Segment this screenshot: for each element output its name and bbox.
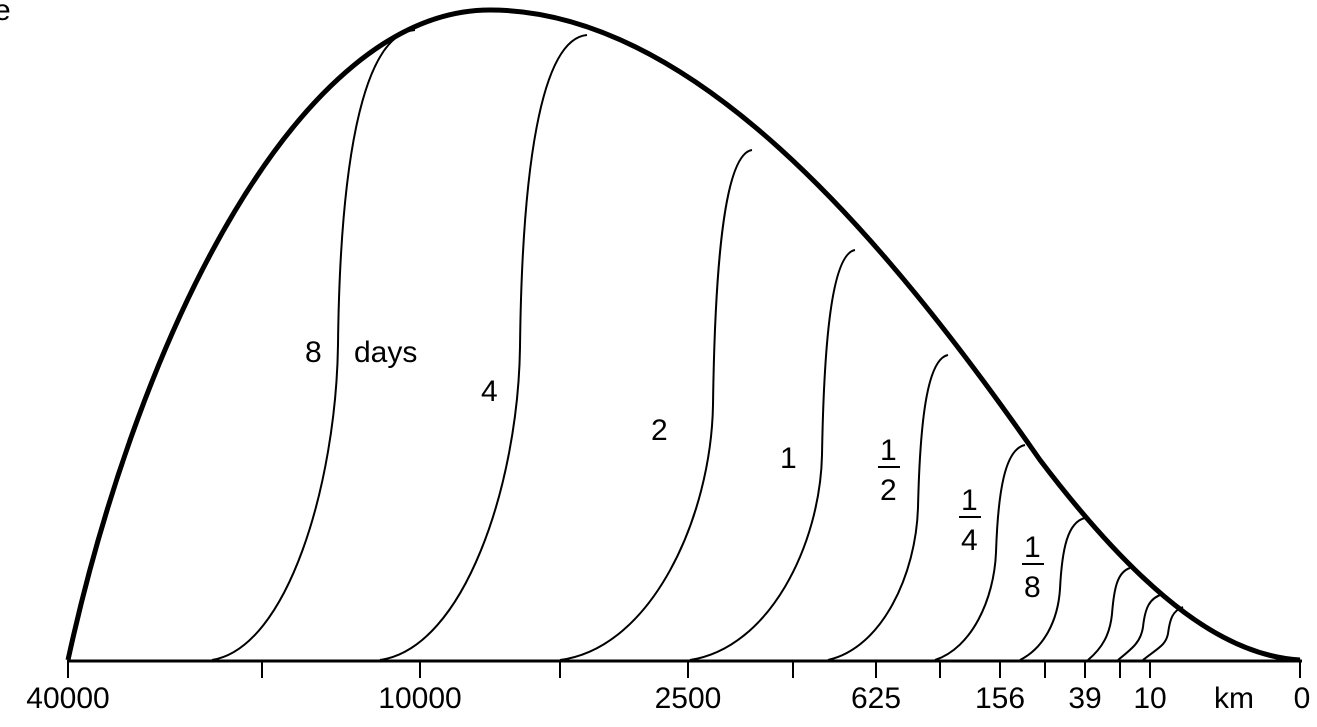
period-curve [689, 249, 856, 661]
curve-label: 1 [780, 442, 797, 475]
period-curves [211, 29, 1184, 661]
period-curve [934, 444, 1026, 661]
axis-label: 625 [851, 682, 901, 715]
axis-label: 10000 [378, 682, 461, 715]
curve-label: 4 [481, 375, 498, 408]
axis-label: 0 [1294, 682, 1311, 715]
fraction-denominator: 2 [880, 474, 897, 507]
period-curve [1087, 567, 1131, 661]
period-curve [211, 29, 416, 661]
period-curve [379, 34, 588, 661]
fraction-label: 1 8 [1022, 531, 1044, 604]
axis-unit: km [1214, 682, 1254, 715]
axis-label: 39 [1068, 682, 1101, 715]
axis-label: 156 [975, 682, 1025, 715]
curve-label: 8 [305, 336, 322, 369]
fraction-numerator: 1 [961, 484, 978, 517]
fraction-denominator: 8 [1024, 571, 1041, 604]
period-curve [559, 149, 753, 661]
curve-label-unit: days [354, 336, 417, 369]
period-curve [1117, 593, 1164, 661]
period-curve [1142, 606, 1184, 661]
period-curve [827, 354, 949, 661]
fraction-label: 1 2 [878, 434, 900, 507]
curve-label: 2 [651, 414, 668, 447]
axis-label: 2500 [655, 682, 722, 715]
fraction-label: 1 4 [959, 484, 981, 557]
period-curve [1019, 517, 1086, 661]
envelope-curve [65, 7, 1301, 663]
fraction-denominator: 4 [961, 524, 978, 557]
fraction-numerator: 1 [880, 434, 897, 467]
axis-label: 40000 [26, 682, 109, 715]
panel-label: e [0, 0, 11, 27]
axis-label: 10 [1133, 682, 1166, 715]
fraction-numerator: 1 [1024, 531, 1041, 564]
axis-ticks [67, 660, 1301, 678]
